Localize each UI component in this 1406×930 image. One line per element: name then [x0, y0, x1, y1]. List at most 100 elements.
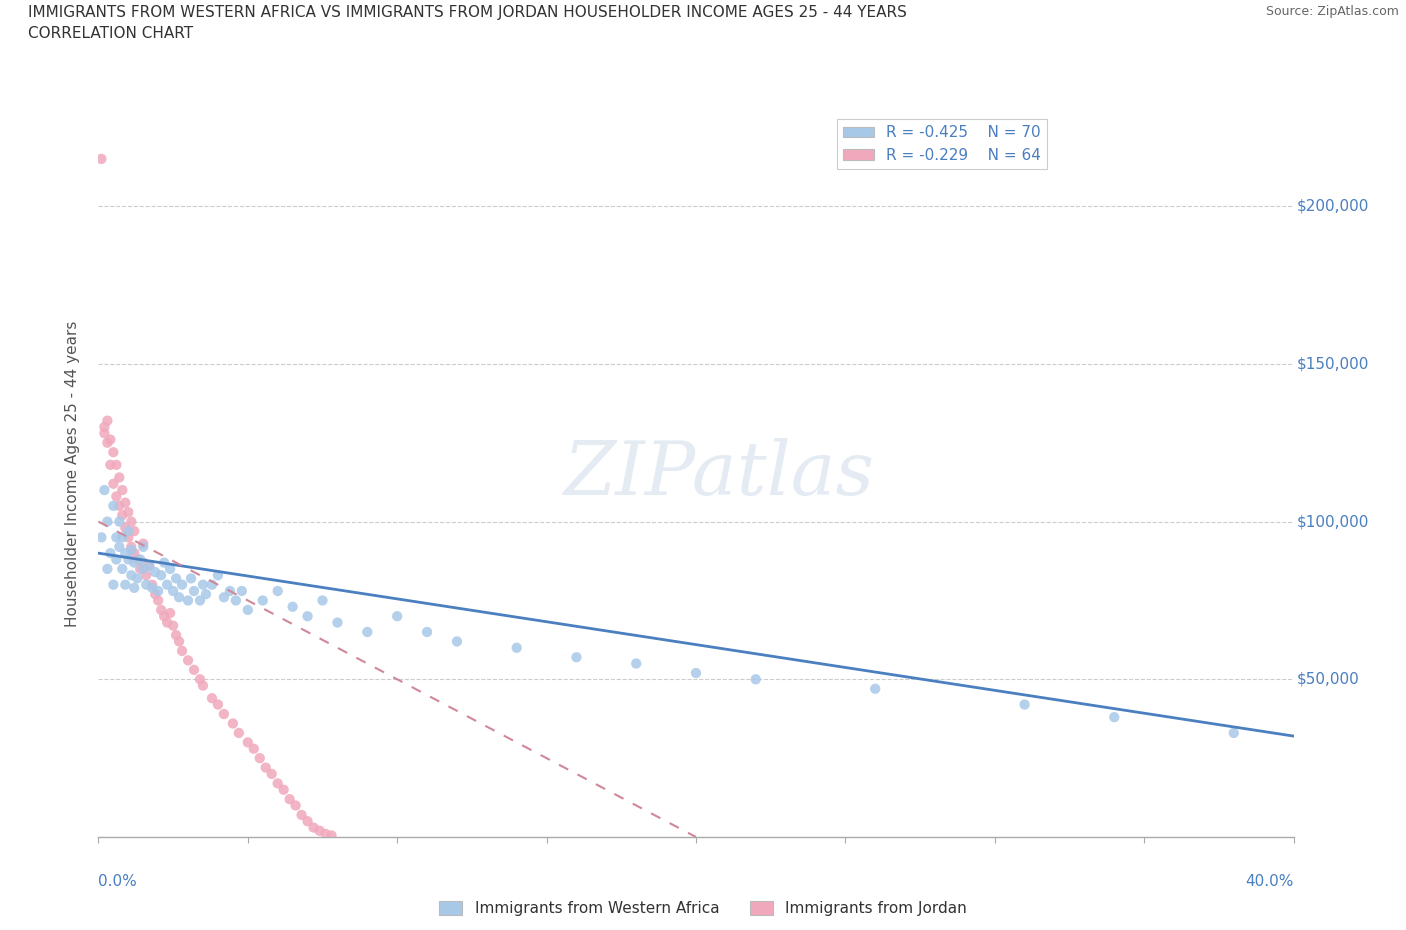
Point: [191, 578, 214, 592]
Point: [111, 508, 134, 523]
Point: [249, 751, 271, 765]
Point: [127, 552, 149, 567]
Point: [96, 562, 118, 577]
Text: 40.0%: 40.0%: [1246, 874, 1294, 889]
Point: [129, 552, 152, 567]
Point: [685, 666, 707, 681]
Point: [135, 568, 157, 583]
Point: [103, 476, 125, 491]
Point: [148, 593, 170, 608]
Point: [284, 798, 307, 813]
Point: [143, 587, 166, 602]
Point: [124, 546, 146, 561]
Point: [297, 609, 319, 624]
Text: Source: ZipAtlas.com: Source: ZipAtlas.com: [1265, 5, 1399, 18]
Point: [105, 552, 128, 567]
Point: [326, 615, 349, 630]
Point: [114, 546, 136, 561]
Point: [98, 432, 122, 447]
Point: [165, 628, 187, 643]
Point: [138, 558, 160, 573]
Point: [267, 776, 290, 790]
Point: [281, 599, 304, 614]
Point: [356, 625, 378, 640]
Legend: Immigrants from Western Africa, Immigrants from Jordan: Immigrants from Western Africa, Immigran…: [433, 895, 973, 923]
Point: [260, 766, 283, 781]
Point: [124, 555, 146, 570]
Point: [117, 524, 139, 538]
Point: [153, 609, 176, 624]
Point: [143, 565, 166, 579]
Point: [124, 580, 146, 595]
Point: [96, 514, 118, 529]
Point: [177, 653, 200, 668]
Point: [156, 578, 179, 592]
Point: [194, 587, 218, 602]
Point: [159, 562, 181, 577]
Point: [278, 791, 301, 806]
Point: [135, 578, 157, 592]
Point: [167, 634, 190, 649]
Point: [183, 662, 205, 677]
Point: [108, 514, 131, 529]
Point: [120, 514, 142, 529]
Point: [222, 716, 245, 731]
Point: [172, 578, 194, 592]
Point: [273, 782, 295, 797]
Point: [311, 593, 333, 608]
Point: [302, 820, 325, 835]
Point: [183, 583, 205, 598]
Point: [132, 562, 155, 577]
Point: [132, 537, 155, 551]
Point: [308, 823, 330, 838]
Point: [111, 562, 134, 577]
Point: [180, 571, 202, 586]
Point: [1223, 725, 1246, 740]
Point: [228, 725, 250, 740]
Point: [267, 583, 290, 598]
Point: [315, 827, 337, 842]
Point: [165, 571, 187, 586]
Point: [90, 530, 112, 545]
Point: [167, 590, 190, 604]
Point: [98, 546, 122, 561]
Point: [297, 814, 319, 829]
Point: [124, 524, 146, 538]
Point: [385, 609, 409, 624]
Point: [191, 678, 214, 693]
Point: [162, 583, 184, 598]
Point: [252, 593, 274, 608]
Point: [141, 578, 163, 592]
Point: [254, 760, 277, 775]
Point: [96, 413, 118, 428]
Point: [201, 578, 224, 592]
Point: [212, 707, 235, 722]
Y-axis label: Householder Income Ages 25 - 44 years: Householder Income Ages 25 - 44 years: [65, 321, 80, 628]
Point: [1104, 710, 1126, 724]
Text: IMMIGRANTS FROM WESTERN AFRICA VS IMMIGRANTS FROM JORDAN HOUSEHOLDER INCOME AGES: IMMIGRANTS FROM WESTERN AFRICA VS IMMIGR…: [28, 5, 907, 20]
Point: [150, 603, 173, 618]
Point: [108, 470, 131, 485]
Point: [243, 741, 266, 756]
Point: [1014, 698, 1036, 712]
Point: [105, 489, 128, 504]
Point: [212, 590, 235, 604]
Point: [159, 605, 181, 620]
Text: $100,000: $100,000: [1296, 514, 1368, 529]
Point: [150, 568, 173, 583]
Point: [90, 152, 112, 166]
Point: [188, 671, 211, 686]
Text: $50,000: $50,000: [1296, 671, 1360, 686]
Point: [111, 530, 134, 545]
Point: [162, 618, 184, 633]
Point: [446, 634, 468, 649]
Point: [624, 656, 647, 671]
Point: [93, 419, 115, 434]
Point: [132, 555, 155, 570]
Point: [207, 698, 229, 712]
Point: [236, 735, 259, 750]
Point: [114, 521, 136, 536]
Point: [98, 458, 122, 472]
Point: [96, 435, 118, 450]
Point: [865, 682, 887, 697]
